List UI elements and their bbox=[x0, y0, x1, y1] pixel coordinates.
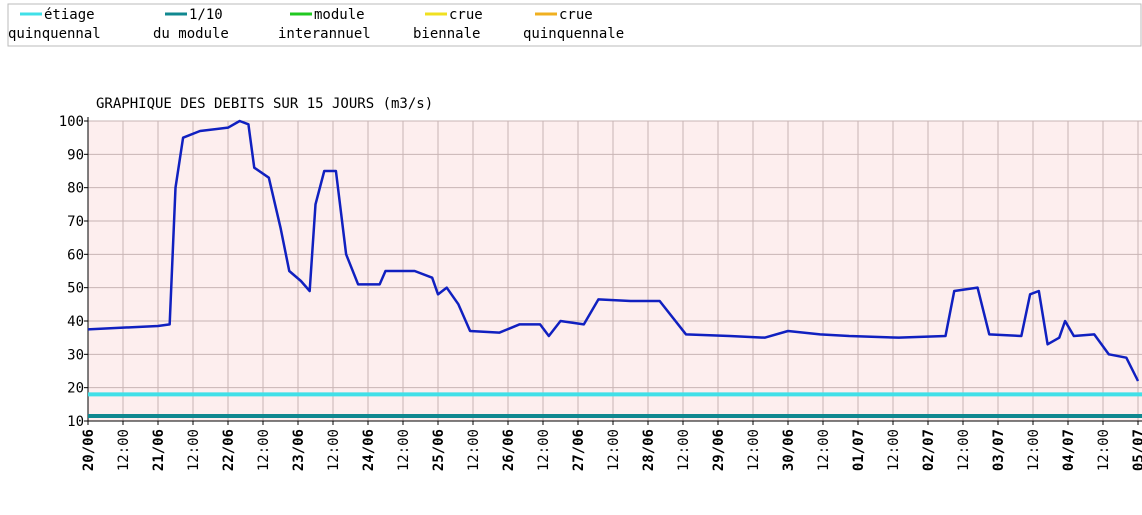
x-tick-label: 12:00 bbox=[326, 429, 342, 471]
legend-label: 1/10 bbox=[189, 7, 223, 23]
x-tick-label: 28/06 bbox=[641, 429, 657, 471]
y-tick-label: 50 bbox=[67, 281, 84, 297]
legend-label: crue bbox=[449, 7, 483, 23]
legend-label: quinquennale bbox=[523, 26, 624, 42]
y-tick-label: 60 bbox=[67, 247, 84, 263]
x-tick-label: 12:00 bbox=[396, 429, 412, 471]
y-tick-label: 40 bbox=[67, 314, 84, 330]
y-tick-label: 10 bbox=[67, 414, 84, 430]
legend-box bbox=[7, 3, 1142, 47]
flow-line bbox=[87, 119, 1140, 382]
x-tick-label: 04/07 bbox=[1061, 429, 1077, 471]
x-tick-label: 12:00 bbox=[886, 429, 902, 471]
x-tick-label: 12:00 bbox=[186, 429, 202, 471]
x-tick-label: 29/06 bbox=[711, 429, 727, 471]
legend-label: interannuel bbox=[278, 26, 371, 42]
x-tick-label: 12:00 bbox=[816, 429, 832, 471]
x-tick-label: 03/07 bbox=[991, 429, 1007, 471]
y-tick-label: 80 bbox=[67, 181, 84, 197]
x-tick-label: 12:00 bbox=[1096, 429, 1112, 471]
x-tick-label: 05/07 bbox=[1131, 429, 1142, 471]
legend-label: quinquennal bbox=[8, 26, 101, 42]
y-tick-label: 20 bbox=[67, 381, 84, 397]
legend-label: étiage bbox=[44, 7, 95, 23]
y-tick-label: 30 bbox=[67, 347, 84, 363]
x-tick-label: 21/06 bbox=[151, 429, 167, 471]
x-tick-label: 12:00 bbox=[466, 429, 482, 471]
x-tick-label: 12:00 bbox=[536, 429, 552, 471]
chart-title: GRAPHIQUE DES DEBITS SUR 15 JOURS (m3/s) bbox=[96, 96, 433, 112]
legend-label: crue bbox=[559, 7, 593, 23]
x-tick-label: 12:00 bbox=[1026, 429, 1042, 471]
legend-label: du module bbox=[153, 26, 229, 42]
legend-label: biennale bbox=[413, 26, 480, 42]
x-tick-label: 23/06 bbox=[291, 429, 307, 471]
x-tick-label: 12:00 bbox=[956, 429, 972, 471]
x-tick-label: 12:00 bbox=[116, 429, 132, 471]
x-tick-label: 20/06 bbox=[81, 429, 97, 471]
x-tick-label: 12:00 bbox=[606, 429, 622, 471]
x-tick-label: 26/06 bbox=[501, 429, 517, 471]
legend-label: module bbox=[314, 7, 365, 23]
x-tick-label: 02/07 bbox=[921, 429, 937, 471]
x-tick-label: 12:00 bbox=[256, 429, 272, 471]
y-tick-label: 70 bbox=[67, 214, 84, 230]
x-tick-label: 01/07 bbox=[851, 429, 867, 471]
x-tick-label: 27/06 bbox=[571, 429, 587, 471]
x-tick-label: 25/06 bbox=[431, 429, 447, 471]
y-tick-label: 100 bbox=[59, 114, 84, 130]
x-tick-label: 22/06 bbox=[221, 429, 237, 471]
x-tick-label: 24/06 bbox=[361, 429, 377, 471]
x-tick-label: 12:00 bbox=[676, 429, 692, 471]
x-tick-label: 30/06 bbox=[781, 429, 797, 471]
y-tick-label: 90 bbox=[67, 147, 84, 163]
plot-area bbox=[88, 121, 1142, 421]
x-tick-label: 12:00 bbox=[746, 429, 762, 471]
